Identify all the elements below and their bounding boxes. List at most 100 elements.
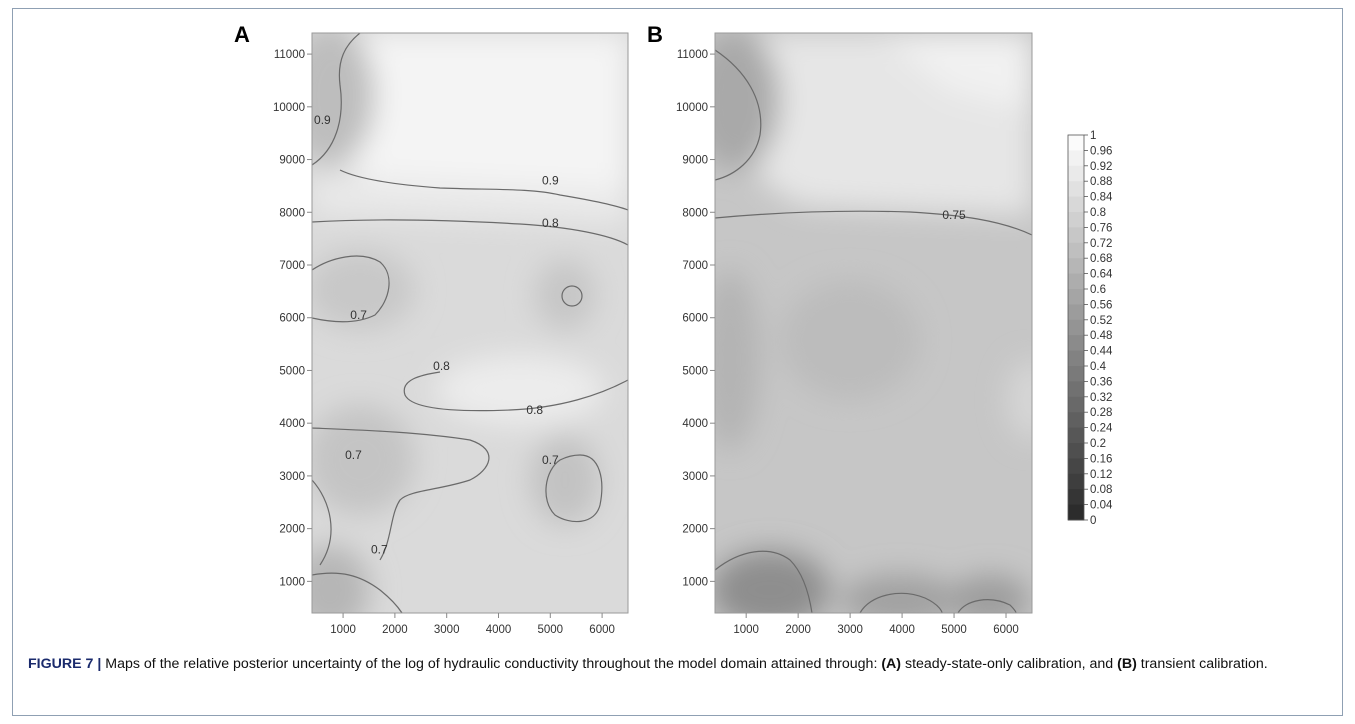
y-tick-label-b-9000: 9000 (682, 155, 708, 167)
plot-frame-a (311, 32, 629, 614)
figure-caption: FIGURE 7 | Maps of the relative posterio… (28, 653, 1328, 675)
colorbar-label: 0.44 (1090, 346, 1113, 358)
y-tick-label-a-7000: 7000 (279, 260, 305, 272)
colorbar-swatch (1068, 227, 1084, 244)
colorbar-swatch (1068, 289, 1084, 305)
caption-text-a: steady-state-only calibration, and (901, 656, 1118, 672)
colorbar-label: 0.36 (1090, 376, 1112, 388)
y-tick-label-a-4000: 4000 (279, 418, 305, 430)
panel-label-a: A (234, 22, 250, 47)
x-tick-label-b-1000: 1000 (733, 624, 759, 636)
panel-label-b: B (647, 22, 663, 47)
colorbar-label: 1 (1090, 130, 1096, 142)
y-tick-label-b-3000: 3000 (682, 471, 708, 483)
colorbar-swatch (1068, 458, 1084, 475)
colorbar-label: 0.6 (1090, 284, 1106, 296)
contour-label-a-0: 0.9 (314, 113, 331, 127)
y-tick-label-a-8000: 8000 (279, 207, 305, 219)
y-tick-label-b-10000: 10000 (676, 102, 708, 114)
colorbar-label: 0.76 (1090, 222, 1112, 234)
contour-label-b-0: 0.75 (942, 208, 966, 222)
colorbar-swatch (1068, 381, 1084, 398)
x-tick-label-a-6000: 6000 (589, 624, 615, 636)
colorbar-swatch (1068, 242, 1084, 259)
colorbar-swatch (1068, 196, 1084, 213)
contour-label-a-7: 0.7 (542, 453, 559, 467)
caption-ref-a: (A) (881, 656, 902, 672)
y-tick-label-b-5000: 5000 (682, 365, 708, 377)
y-tick-label-b-1000: 1000 (682, 576, 708, 588)
y-tick-label-a-6000: 6000 (279, 313, 305, 325)
colorbar-label: 0.72 (1090, 238, 1112, 250)
colorbar-swatch (1068, 412, 1084, 429)
x-tick-label-b-5000: 5000 (941, 624, 967, 636)
figure-frame (12, 8, 1343, 716)
colorbar-swatch (1068, 150, 1084, 167)
figure-label: FIGURE 7 | (28, 656, 102, 672)
colorbar-swatch (1068, 165, 1084, 182)
colorbar-label: 0.16 (1090, 453, 1112, 465)
colorbar-swatch (1068, 258, 1084, 275)
y-tick-label-a-1000: 1000 (279, 576, 305, 588)
y-tick-label-b-2000: 2000 (682, 524, 708, 536)
colorbar-label: 0.84 (1090, 192, 1113, 204)
y-tick-label-a-10000: 10000 (273, 102, 305, 114)
colorbar-label: 0.28 (1090, 407, 1112, 419)
colorbar-swatch (1068, 396, 1084, 413)
colorbar-swatch (1068, 212, 1084, 228)
x-tick-label-a-5000: 5000 (537, 624, 563, 636)
x-tick-label-b-2000: 2000 (785, 624, 811, 636)
contour-label-a-4: 0.8 (433, 359, 450, 373)
colorbar-label: 0.68 (1090, 253, 1112, 265)
contour-label-a-6: 0.7 (345, 448, 362, 462)
axes-b: 1000 2000 3000 4000 5000 6000 1000 2000 3000 4000… (676, 49, 1019, 636)
colorbar-swatch (1068, 366, 1084, 382)
colorbar-label: 0.64 (1090, 269, 1113, 281)
y-tick-label-a-11000: 11000 (274, 49, 305, 61)
contour-map-a (312, 33, 628, 613)
x-tick-label-b-3000: 3000 (837, 624, 863, 636)
colorbar-label: 0.92 (1090, 161, 1112, 173)
colorbar-label: 0.12 (1090, 469, 1112, 481)
colorbar-swatch (1068, 350, 1084, 367)
colorbar-label: 0.24 (1090, 423, 1113, 435)
colorbar-swatch (1068, 504, 1084, 521)
colorbar-swatch (1068, 473, 1084, 490)
y-tick-label-b-6000: 6000 (682, 313, 708, 325)
colorbar-swatch (1068, 489, 1084, 506)
colorbar-swatch (1068, 135, 1084, 151)
caption-text: Maps of the relative posterior uncertain… (101, 656, 882, 672)
colorbar-label: 0 (1090, 515, 1096, 527)
contour-label-a-1: 0.9 (542, 174, 559, 188)
colorbar-swatch (1068, 273, 1084, 290)
y-tick-label-a-9000: 9000 (279, 155, 305, 167)
x-tick-label-b-4000: 4000 (889, 624, 915, 636)
colorbar-label: 0.32 (1090, 392, 1112, 404)
x-tick-label-b-6000: 6000 (993, 624, 1019, 636)
contour-label-a-2: 0.8 (542, 216, 559, 230)
caption-ref-b: (B) (1117, 656, 1137, 672)
x-tick-label-a-3000: 3000 (434, 624, 460, 636)
colorbar-swatch (1068, 319, 1084, 336)
colorbar-label: 0.52 (1090, 315, 1112, 327)
y-tick-label-b-11000: 11000 (677, 49, 708, 61)
y-tick-label-b-4000: 4000 (682, 418, 708, 430)
colorbar-label: 0.48 (1090, 330, 1112, 342)
figure-svg: A B (234, 22, 1113, 636)
colorbar-swatch (1068, 181, 1084, 198)
contour-labels-b: 0.75 (942, 208, 966, 222)
y-tick-label-b-8000: 8000 (682, 207, 708, 219)
colorbar-swatch (1068, 443, 1084, 459)
plot-frame-b (714, 32, 1033, 614)
contour-labels-a: 0.9 0.9 0.8 0.7 0.8 0.8 0.7 0.7 0.7 (314, 113, 559, 557)
colorbar-swatch (1068, 427, 1084, 444)
colorbar-swatch (1068, 335, 1084, 352)
colorbar-label: 0.2 (1090, 438, 1106, 450)
colorbar-label: 0.8 (1090, 207, 1106, 219)
contour-label-a-8: 0.7 (371, 543, 388, 557)
y-tick-label-a-2000: 2000 (279, 524, 305, 536)
contour-label-a-3: 0.7 (350, 308, 367, 322)
colorbar-label: 0.96 (1090, 145, 1112, 157)
colorbar-label: 0.56 (1090, 299, 1112, 311)
y-tick-label-b-7000: 7000 (682, 260, 708, 272)
